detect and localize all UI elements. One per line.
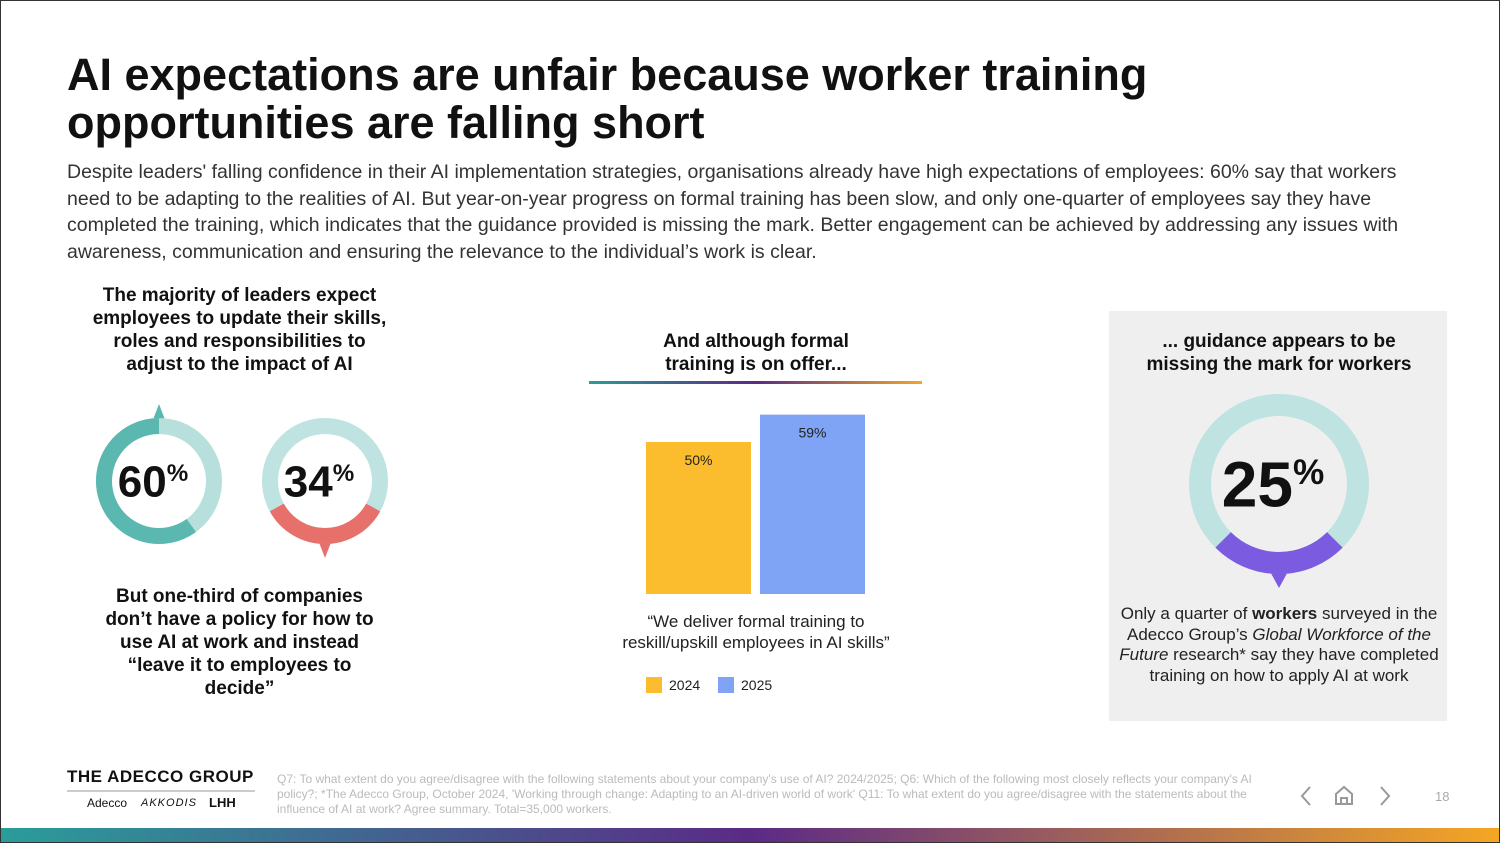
chart-caption: “We deliver formal training to reskill/u… — [622, 612, 890, 652]
right-text: Only a quarter of workers surveyed in th… — [1119, 604, 1439, 686]
donut-unit: % — [167, 460, 189, 487]
donut-number: 25 — [1222, 448, 1293, 520]
prev-icon[interactable] — [1300, 786, 1311, 806]
text: Only a quarter of — [1120, 604, 1253, 623]
pointer — [153, 404, 165, 419]
bar — [646, 442, 751, 594]
logo: AKKODIS — [141, 797, 197, 809]
legend-swatch — [646, 677, 662, 693]
logo: LHH — [209, 795, 236, 810]
right-heading: ... guidance appears to be missing the m… — [1146, 331, 1412, 375]
donut-number: 60 — [118, 457, 167, 506]
donut-number: 34 — [284, 457, 333, 506]
divider — [589, 381, 922, 384]
legend-swatch — [718, 677, 734, 693]
next-icon[interactable] — [1380, 786, 1391, 806]
title: AI expectations are unfair because worke… — [67, 49, 1148, 148]
pointer — [319, 543, 331, 558]
pointer — [1271, 573, 1287, 588]
footnote: Q7: To what extent do you agree/disagree… — [277, 772, 1252, 816]
donut-label: 60% — [118, 457, 188, 506]
intro: Despite leaders' falling confidence in t… — [67, 161, 1399, 263]
value-label: 50% — [684, 452, 712, 468]
panel — [1109, 311, 1447, 721]
logo: Adecco — [87, 796, 128, 810]
legend-label: 2025 — [741, 677, 772, 693]
donut-arc — [269, 503, 381, 544]
donut-arc — [1215, 531, 1343, 574]
left-text: But one-third of companies don’t have a … — [105, 586, 374, 699]
text-italic: Global Workforce of the Future — [1119, 624, 1431, 665]
footer-band — [1, 828, 1499, 842]
donut-label: 25% — [1222, 448, 1324, 520]
chart-title: And although formal training is on offer… — [663, 331, 849, 375]
donut-unit: % — [333, 460, 355, 487]
value-label: 59% — [798, 425, 826, 441]
bar — [760, 414, 865, 594]
text-bold: workers — [1252, 604, 1318, 623]
brand: THE ADECCO GROUP — [67, 767, 254, 786]
text: research* say they have completed traini… — [1149, 645, 1439, 685]
donut-arc — [96, 418, 197, 544]
donut-label: 34% — [284, 457, 354, 506]
legend-label: 2024 — [669, 677, 700, 693]
home-icon[interactable] — [1335, 785, 1353, 805]
donut-unit: % — [1293, 453, 1324, 492]
text: surveyed in the Adecco Group’s — [1127, 604, 1438, 644]
page-number: 18 — [1435, 789, 1450, 804]
left-heading: The majority of leaders expect employees… — [92, 285, 387, 375]
